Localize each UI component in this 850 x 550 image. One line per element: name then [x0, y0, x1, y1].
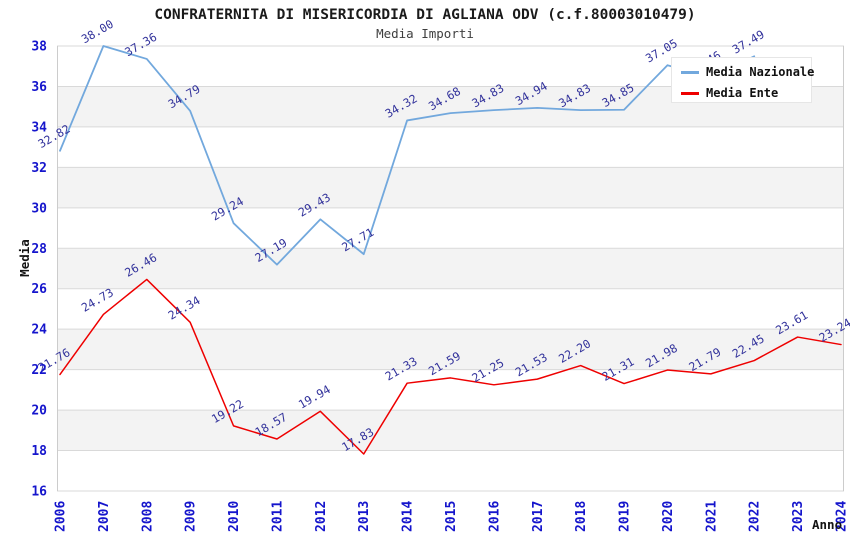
x-tick-label: 2010 [227, 501, 242, 532]
legend-label-ente: Media Ente [706, 86, 779, 100]
y-tick-label: 20 [31, 404, 47, 419]
x-tick-label: 2024 [835, 501, 850, 532]
legend-swatch-ente-icon [681, 91, 699, 95]
grid-band [58, 329, 844, 370]
data-label: 24.34 [166, 293, 203, 322]
legend: Media Nazionale Media Ente [671, 57, 815, 103]
y-tick-label: 28 [31, 242, 47, 257]
y-tick-label: 32 [31, 161, 47, 176]
x-tick-label: 2018 [574, 501, 589, 532]
y-tick-label: 22 [31, 363, 47, 378]
y-tick-label: 26 [31, 282, 47, 297]
grid-band [58, 248, 844, 289]
grid-band [58, 167, 844, 208]
x-tick-label: 2022 [748, 501, 763, 532]
x-tick-label: 2012 [314, 501, 329, 532]
data-label: 37.49 [730, 27, 767, 56]
y-tick-label: 36 [31, 80, 47, 95]
x-tick-label: 2011 [270, 501, 285, 532]
legend-item-media-nazionale[interactable]: Media Nazionale [681, 63, 815, 81]
y-tick-label: 24 [31, 323, 47, 338]
data-label: 37.36 [122, 30, 159, 59]
band-group [58, 86, 844, 451]
legend-item-media-ente[interactable]: Media Ente [681, 84, 811, 102]
x-tick-label: 2006 [54, 501, 69, 532]
x-tick-label: 2021 [704, 501, 719, 532]
y-tick-label: 38 [31, 40, 47, 55]
x-tick-label: 2007 [97, 501, 112, 532]
y-tick-group: 16 18 20 22 24 26 28 30 32 34 36 38 [31, 40, 47, 500]
data-label: 38.00 [79, 17, 116, 46]
x-tick-group: 2006 2007 2008 2009 2010 2011 2012 2013 2014 2015… [54, 501, 850, 532]
legend-label-nazionale: Media Nazionale [706, 65, 815, 79]
x-tick-label: 2019 [618, 501, 633, 532]
axis-line-group [57, 46, 844, 491]
series-line-nazionale [59, 45, 756, 266]
y-tick-label: 30 [31, 201, 47, 216]
series-line-ente [59, 278, 842, 455]
chart-subtitle: Media Importi [376, 26, 474, 41]
x-axis-title: Anno [812, 517, 842, 532]
series-group [59, 45, 842, 455]
y-tick-label: 34 [31, 120, 47, 135]
y-tick-label: 16 [31, 485, 47, 500]
x-tick-label: 2008 [140, 501, 155, 532]
x-tick-label: 2020 [661, 501, 676, 532]
y-axis-title: Media [17, 239, 32, 277]
gridline-group [57, 45, 844, 492]
data-label: 19.94 [296, 382, 333, 411]
data-label: 24.73 [79, 285, 116, 314]
x-tick-label: 2014 [401, 501, 416, 532]
x-tick-label: 2015 [444, 501, 459, 532]
x-tick-label: 2013 [357, 501, 372, 532]
x-tick-label: 2023 [791, 501, 806, 532]
legend-swatch-nazionale-icon [681, 70, 699, 74]
x-tick-label: 2009 [184, 501, 199, 532]
chart-title: CONFRATERNITA DI MISERICORDIA DI AGLIANA… [154, 7, 696, 23]
grid-band [58, 410, 844, 451]
x-tick-label: 2016 [487, 501, 502, 532]
x-tick-label: 2017 [531, 501, 546, 532]
y-tick-label: 18 [31, 444, 47, 459]
